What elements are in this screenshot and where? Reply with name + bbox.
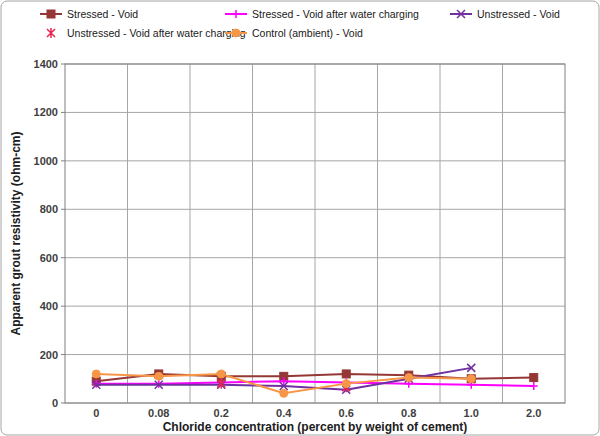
marker-shape bbox=[47, 10, 55, 18]
x-tick-label: 2.0 bbox=[526, 407, 541, 419]
legend-label: Stressed - Void bbox=[67, 8, 138, 20]
legend-label: Unstressed - Void after water charging bbox=[67, 27, 246, 39]
data-point bbox=[530, 374, 538, 382]
x-tick-label: 0.4 bbox=[276, 407, 292, 419]
data-point bbox=[217, 370, 225, 378]
marker-shape bbox=[92, 370, 100, 378]
chart-border bbox=[1, 1, 599, 435]
data-point bbox=[467, 375, 475, 383]
grid-line-vertical bbox=[315, 64, 316, 403]
y-tick-label: 1400 bbox=[34, 58, 58, 70]
legend-item: Control (ambient) - Void bbox=[225, 27, 363, 39]
legend-marker bbox=[47, 10, 55, 18]
marker-shape bbox=[530, 374, 538, 382]
y-tick-label: 1200 bbox=[34, 106, 58, 118]
legend-item: Stressed - Void bbox=[40, 8, 138, 20]
marker-shape bbox=[342, 380, 350, 388]
data-layer bbox=[92, 364, 538, 397]
legend-label: Control (ambient) - Void bbox=[252, 27, 363, 39]
data-point bbox=[92, 380, 100, 388]
marker-shape bbox=[92, 381, 100, 389]
y-tick-label: 1000 bbox=[34, 155, 58, 167]
legend-marker bbox=[457, 10, 465, 18]
marker-shape bbox=[467, 375, 475, 383]
grid bbox=[65, 64, 565, 403]
data-point bbox=[467, 364, 475, 372]
legend-item: Stressed - Void after water charging bbox=[225, 8, 419, 20]
marker-shape bbox=[232, 29, 240, 37]
marker-shape bbox=[405, 374, 413, 382]
legend: Stressed - Void Stressed - Void after wat… bbox=[40, 8, 560, 39]
marker-shape bbox=[155, 372, 163, 380]
x-tick-label: 0.2 bbox=[214, 407, 229, 419]
data-point bbox=[92, 370, 100, 378]
data-point bbox=[92, 381, 100, 389]
data-point bbox=[155, 381, 163, 389]
data-point bbox=[405, 374, 413, 382]
y-tick bbox=[61, 257, 65, 258]
marker-shape bbox=[467, 375, 475, 383]
x-tick-label: 0.8 bbox=[401, 407, 416, 419]
grid-line-vertical bbox=[502, 64, 503, 403]
legend-marker bbox=[232, 29, 240, 37]
legend-label: Unstressed - Void bbox=[477, 8, 560, 20]
x-tick-label: 1.0 bbox=[464, 407, 479, 419]
data-point bbox=[280, 389, 288, 397]
grid-line-vertical bbox=[127, 64, 128, 403]
marker-shape bbox=[217, 370, 225, 378]
y-tick bbox=[61, 209, 65, 210]
marker-shape bbox=[280, 389, 288, 397]
series-line bbox=[96, 368, 471, 390]
data-point bbox=[217, 379, 225, 389]
marker-shape bbox=[47, 28, 55, 38]
legend-marker bbox=[47, 28, 55, 38]
marker-shape bbox=[342, 370, 350, 378]
marker-shape bbox=[232, 10, 240, 18]
y-tick-label: 800 bbox=[40, 203, 58, 215]
marker-shape bbox=[92, 380, 100, 388]
y-tick bbox=[61, 64, 65, 65]
data-point bbox=[342, 380, 350, 388]
x-tick-label: 0.08 bbox=[148, 407, 169, 419]
y-tick-label: 200 bbox=[40, 349, 58, 361]
grid-line-vertical bbox=[190, 64, 191, 403]
x-tick-label: 0 bbox=[93, 407, 99, 419]
plot-frame bbox=[65, 64, 565, 403]
y-tick bbox=[61, 403, 65, 404]
data-point bbox=[155, 372, 163, 380]
x-axis-title: Chloride concentration (percent by weigh… bbox=[163, 420, 468, 434]
y-tick bbox=[61, 112, 65, 113]
x-tick-label: 0.6 bbox=[339, 407, 354, 419]
marker-shape bbox=[467, 364, 475, 372]
legend-item: Unstressed - Void bbox=[450, 8, 560, 20]
y-axis-title: Apparent grout resistivity (ohm-cm) bbox=[9, 131, 23, 335]
y-tick-label: 0 bbox=[52, 397, 58, 409]
y-tick bbox=[61, 160, 65, 161]
legend-label: Stressed - Void after water charging bbox=[252, 8, 419, 20]
legend-item: Unstressed - Void after water charging bbox=[47, 27, 246, 39]
y-tick-label: 600 bbox=[40, 252, 58, 264]
grid-line-vertical bbox=[440, 64, 441, 403]
series bbox=[92, 370, 475, 397]
y-tick bbox=[61, 306, 65, 307]
chart: 0 200 400 600 800 1000 1200 1400 0 0.08 0.2 0.4 0.6 0… bbox=[0, 0, 600, 436]
data-point bbox=[530, 382, 538, 390]
marker-shape bbox=[457, 10, 465, 18]
legend-marker bbox=[232, 10, 240, 18]
y-tick bbox=[61, 354, 65, 355]
marker-shape bbox=[217, 379, 225, 389]
grid-line-vertical bbox=[252, 64, 253, 403]
marker-shape bbox=[530, 382, 538, 390]
y-tick-label: 400 bbox=[40, 300, 58, 312]
data-point bbox=[342, 370, 350, 378]
grid-line-vertical bbox=[377, 64, 378, 403]
data-point bbox=[467, 375, 475, 383]
marker-shape bbox=[155, 381, 163, 389]
